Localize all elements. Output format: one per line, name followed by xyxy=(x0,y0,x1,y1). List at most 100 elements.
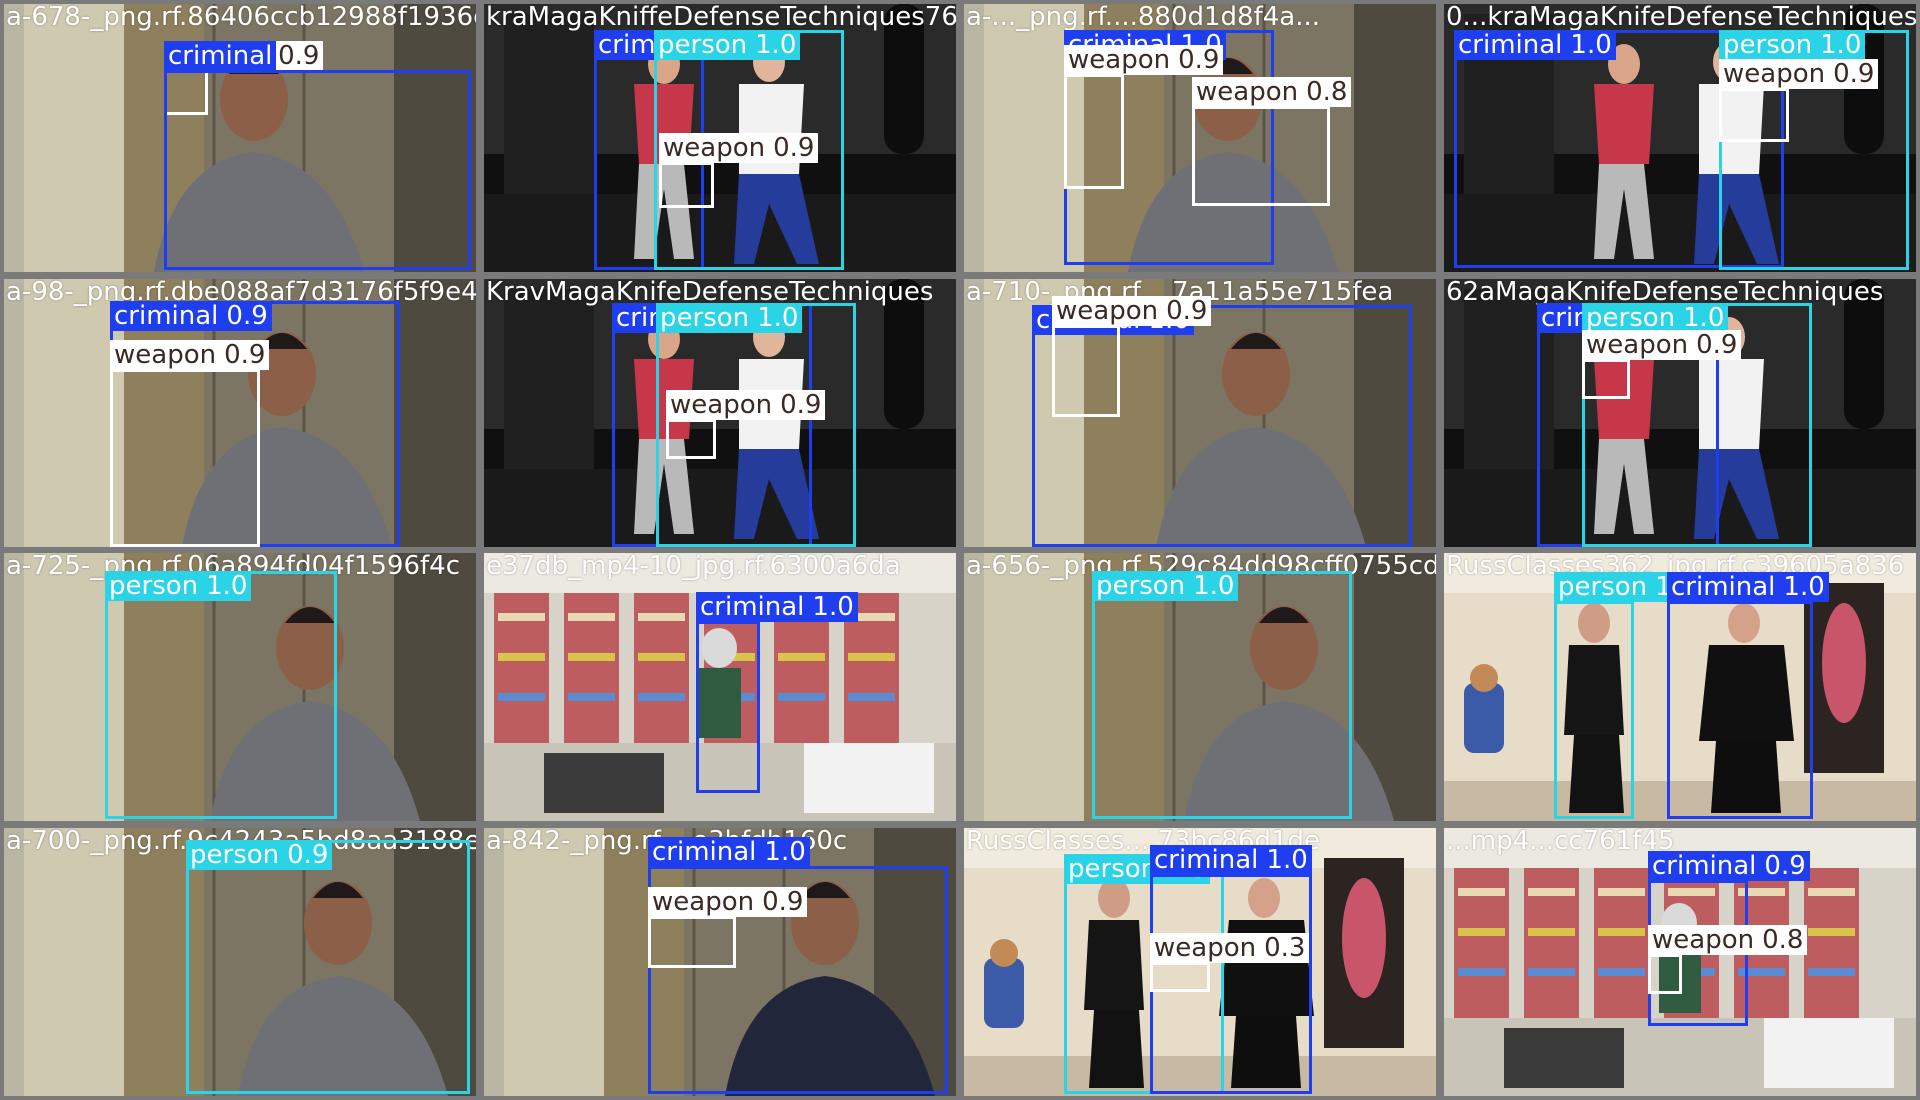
detection-confidence: 0.9 xyxy=(278,41,320,71)
detection-class: weapon xyxy=(1154,933,1257,963)
detection-class: weapon xyxy=(1652,925,1755,955)
detection-label: criminal 0.9 xyxy=(110,301,272,331)
detection-class: weapon xyxy=(1056,296,1159,326)
image-tile: e37db_mp4-10_jpg.rf.6300a6da criminal 1.0 xyxy=(484,553,956,821)
person-bounding-box: person 0.9 xyxy=(186,840,470,1094)
criminal-bounding-box: criminal xyxy=(164,41,471,270)
image-filename: 0...kraMagaKnifeDefenseTechniques xyxy=(1446,4,1916,32)
detection-class: weapon xyxy=(1586,330,1689,360)
weapon-bounding-box: weapon 0.3 xyxy=(1150,933,1310,992)
image-tile: a-656-_png.rf.529c84dd98cff0755cde person… xyxy=(964,553,1436,821)
detection-confidence: 1.0 xyxy=(1820,30,1862,60)
detection-confidence: 1.0 xyxy=(206,571,248,601)
detection-class: person xyxy=(1558,572,1648,602)
image-tile: a-725-_png.rf.06a894fd04f1596f4c person 1.… xyxy=(4,553,476,821)
detection-class: criminal xyxy=(652,837,757,867)
weapon-bounding-box: weapon 0.8 xyxy=(1192,77,1352,206)
detection-class: weapon xyxy=(1196,77,1299,107)
image-filename: a-678-_png.rf.86406ccb12988f1936c05f78..… xyxy=(6,4,476,32)
detection-class: weapon xyxy=(114,340,217,370)
detection-class: criminal xyxy=(1671,572,1776,602)
detection-class: person xyxy=(1096,571,1186,601)
detection-confidence: 1.0 xyxy=(757,303,799,333)
detection-confidence: 0.9 xyxy=(780,390,822,420)
detection-class: person xyxy=(1723,30,1813,60)
image-tile: ...mp4...cc761f45 criminal 0.9 weapon 0.8 xyxy=(1444,828,1916,1096)
detection-class: person xyxy=(1586,303,1676,333)
detection-confidence: 1.0 xyxy=(1193,571,1235,601)
image-filename: KravMagaKnifeDefenseTechniques xyxy=(486,279,934,307)
detection-confidence: 0.3 xyxy=(1264,933,1306,963)
detection-class: person xyxy=(190,840,280,870)
detection-label: criminal 0.9 xyxy=(1648,851,1810,881)
image-tile: RussClasses....73bc86d1deperson1.0crimin… xyxy=(964,828,1436,1096)
detection-confidence: 0.9 xyxy=(287,840,329,870)
detection-class: criminal xyxy=(168,41,273,71)
detection-label: weapon 0.8 xyxy=(1192,77,1352,107)
detection-class: weapon xyxy=(652,887,755,917)
detection-confidence: 0.9 xyxy=(1178,45,1220,75)
image-tile: a-700-_png.rf.9c4243a5bd8aa3188e84person… xyxy=(4,828,476,1096)
detection-confidence: 1.0 xyxy=(764,837,806,867)
detection-confidence: 0.9 xyxy=(1764,851,1806,881)
detection-label: person 0.9 xyxy=(186,840,333,870)
detection-class: person xyxy=(660,303,750,333)
image-tile: a-842-_png.rf....e3bfdb160ccriminal1.0we… xyxy=(484,828,956,1096)
image-tile: a-98-_png.rf.dbe088af7d3176f5f9e4 crimina… xyxy=(4,279,476,547)
detection-confidence: 1.0 xyxy=(1570,30,1612,60)
image-filename: a-..._png.rf....880d1d8f4a... xyxy=(966,4,1321,32)
detection-confidence: 1.0 xyxy=(755,30,797,60)
criminal-bounding-box: criminal 0.9 xyxy=(1648,851,1810,1026)
detection-class: weapon xyxy=(670,390,773,420)
detection-label: weapon 0.8 xyxy=(1648,925,1808,955)
detection-label: criminal xyxy=(164,41,277,71)
detection-confidence: 0.9 xyxy=(1696,330,1738,360)
detection-confidence: 1.0 xyxy=(1266,845,1308,875)
detection-confidence: 0.8 xyxy=(1306,77,1348,107)
image-tile: 0...kraMagaKnifeDefenseTechniques crimina… xyxy=(1444,4,1916,272)
detection-confidence: 0.9 xyxy=(773,133,815,163)
detection-class: person xyxy=(658,30,748,60)
image-filename: 62aMagaKnifeDefenseTechniques xyxy=(1446,279,1884,307)
detection-label: weapon 0.3 xyxy=(1150,933,1310,963)
detection-class: person xyxy=(109,571,199,601)
detection-class: person xyxy=(1068,854,1158,884)
detection-confidence: 0.9 xyxy=(1833,59,1875,89)
detection-class: criminal xyxy=(1154,845,1259,875)
detection-confidence: 0.9 xyxy=(1166,296,1208,326)
image-filename: kraMagaKniffeDefenseTechniques7625_ xyxy=(486,4,956,32)
detection-class: criminal xyxy=(700,592,805,622)
detection-confidence: 0.9 xyxy=(226,301,268,331)
image-tile: 62aMagaKnifeDefenseTechniquescriminal1.0… xyxy=(1444,279,1916,547)
detection-confidence: 0.9 xyxy=(762,887,804,917)
image-tile: RussClasses362_jpg.rf.c39605a836person1.… xyxy=(1444,553,1916,821)
detection-confidence: 0.8 xyxy=(1762,925,1804,955)
